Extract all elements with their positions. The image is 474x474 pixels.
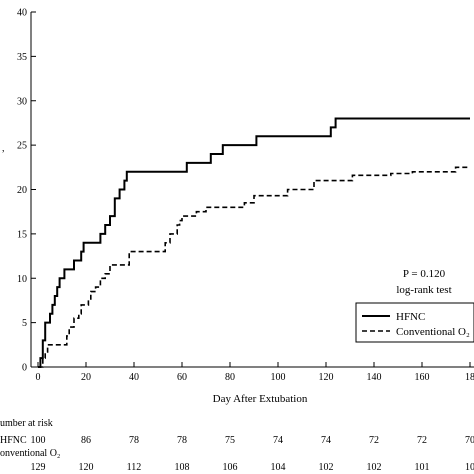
risk-value-hfnc: 72 (417, 435, 427, 446)
x-tick-label: 140 (367, 372, 382, 383)
x-tick-label: 60 (177, 372, 187, 383)
risk-value-conventional: 106 (223, 462, 238, 473)
risk-values: 100 86 78 78 75 74 74 72 72 70 129 120 112 108 106 104 1… (31, 435, 474, 473)
x-tick-label: 0 (36, 372, 41, 383)
risk-value-hfnc: 75 (225, 435, 235, 446)
x-tick-label: 120 (319, 372, 334, 383)
test-annotation: log-rank test (396, 284, 451, 296)
risk-row-label-conventional: onventional O₂ (0, 448, 60, 459)
series-line-hfnc (38, 117, 470, 368)
x-tick-label: 160 (415, 372, 430, 383)
x-tick-label: 18 (465, 372, 474, 383)
x-tick-label: 20 (81, 372, 91, 383)
y-tick-label: 40 (17, 8, 27, 19)
legend: HFNC Conventional O₂ (355, 302, 474, 343)
risk-value-conventional: 10 (465, 462, 474, 473)
risk-value-hfnc: 78 (177, 435, 187, 446)
risk-table: umber at risk HFNC onventional O₂ 100 86 7… (0, 418, 474, 473)
x-ticks: 0 20 40 60 80 100 120 140 160 18 (36, 362, 474, 383)
risk-row-label-hfnc: HFNC (0, 435, 27, 446)
risk-table-header: umber at risk (0, 418, 53, 429)
y-ticks: 0 5 10 15 20 25 30 35 40 (17, 8, 36, 374)
y-tick-label: 35 (17, 52, 27, 63)
y-tick-label: 20 (17, 185, 27, 196)
series-line-conventional (38, 166, 470, 368)
legend-label-conventional: Conventional O₂ (396, 326, 470, 338)
y-tick-label: 15 (17, 229, 27, 240)
risk-value-hfnc: 86 (81, 435, 91, 446)
risk-value-hfnc: 74 (273, 435, 283, 446)
y-tick-label: 5 (22, 318, 27, 329)
risk-value-conventional: 112 (127, 462, 142, 473)
risk-value-conventional: 120 (79, 462, 94, 473)
y-axis-mark: , (2, 143, 5, 154)
y-tick-label: 30 (17, 96, 27, 107)
risk-value-conventional: 129 (31, 462, 46, 473)
risk-value-conventional: 104 (271, 462, 286, 473)
p-value-annotation: P = 0.120 (403, 268, 446, 280)
risk-value-conventional: 101 (415, 462, 430, 473)
y-tick-label: 10 (17, 274, 27, 285)
risk-value-hfnc: 70 (465, 435, 474, 446)
risk-value-conventional: 108 (175, 462, 190, 473)
risk-value-hfnc: 100 (31, 435, 46, 446)
x-axis-title: Day After Extubation (213, 393, 308, 405)
legend-box (355, 302, 474, 343)
risk-value-hfnc: 72 (369, 435, 379, 446)
series-lines (38, 117, 470, 368)
y-tick-label: 25 (17, 141, 27, 152)
x-tick-label: 80 (225, 372, 235, 383)
x-tick-label: 40 (129, 372, 139, 383)
risk-value-hfnc: 74 (321, 435, 331, 446)
legend-label-hfnc: HFNC (396, 311, 425, 323)
risk-value-hfnc: 78 (129, 435, 139, 446)
risk-value-conventional: 102 (319, 462, 334, 473)
y-tick-label: 0 (22, 363, 27, 374)
risk-value-conventional: 102 (367, 462, 382, 473)
x-tick-label: 100 (271, 372, 286, 383)
